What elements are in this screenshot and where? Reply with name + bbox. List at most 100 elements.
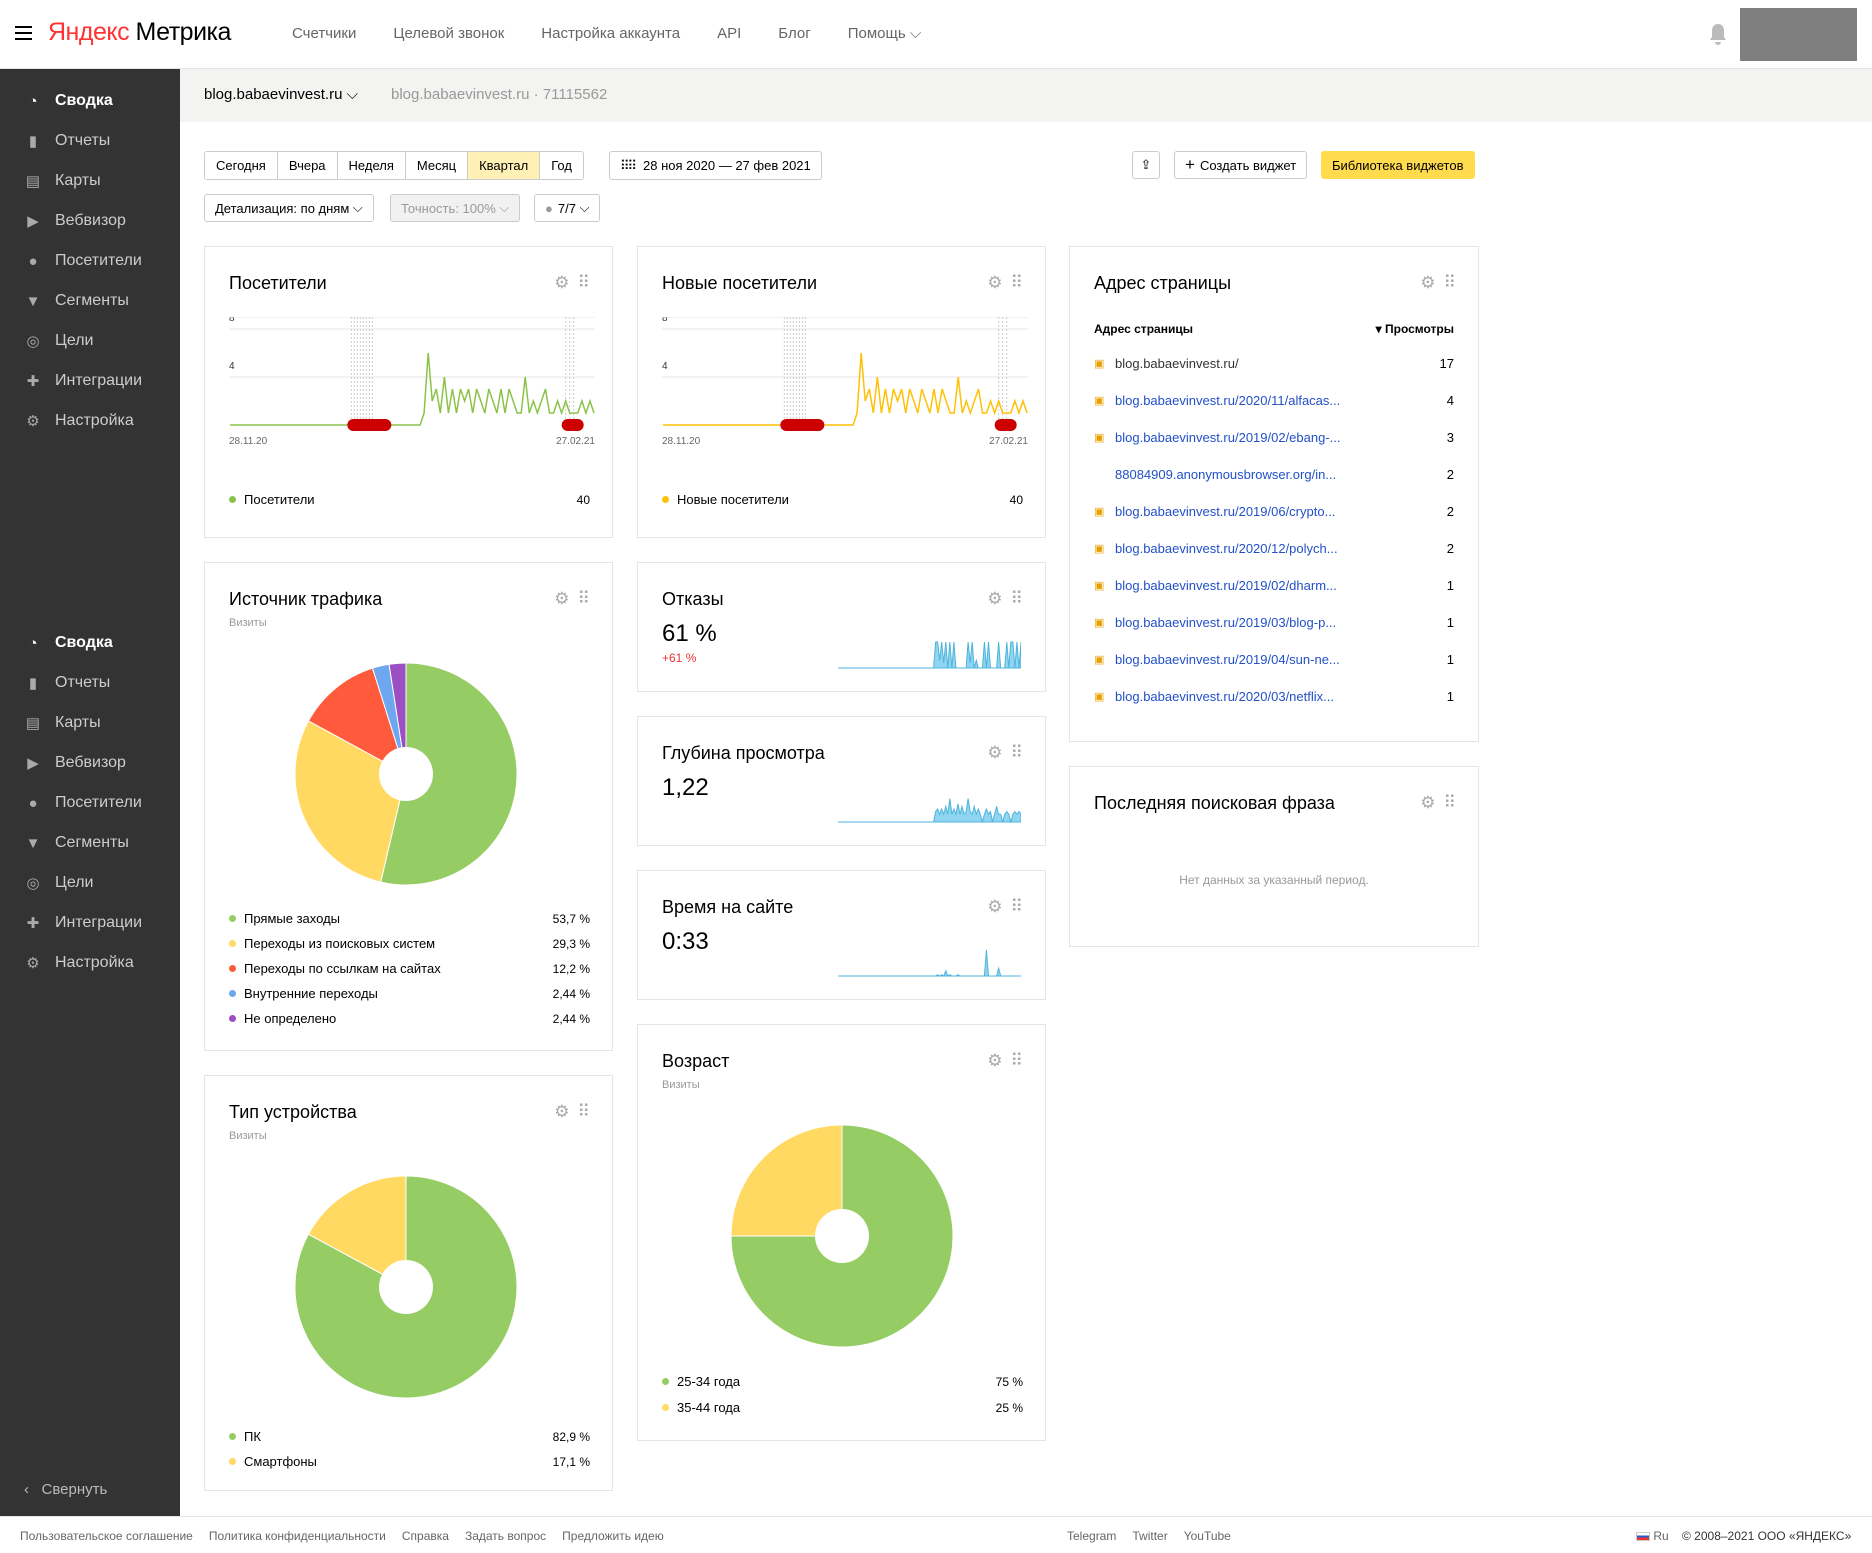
legend-item[interactable]: Смартфоны <box>229 1454 317 1469</box>
sidebar-item[interactable]: ▤ Карты <box>0 161 180 201</box>
gear-icon[interactable]: ⚙ <box>987 589 1003 608</box>
period-button[interactable]: Неделя <box>337 152 406 179</box>
segments-select[interactable]: ● 7/7 ⌵ <box>534 194 601 222</box>
topnav-account[interactable]: Настройка аккаунта <box>541 25 681 42</box>
sidebar-item[interactable]: ▶ Вебвизор <box>0 743 180 783</box>
column-header-views[interactable]: ▾ Просмотры <box>1375 322 1454 336</box>
create-widget-button[interactable]: + Создать виджет <box>1174 151 1308 179</box>
sidebar-item[interactable]: ◔ Сводка <box>0 81 180 121</box>
period-button[interactable]: Год <box>540 152 583 179</box>
sidebar-item[interactable]: ▶ Вебвизор <box>0 201 180 241</box>
sidebar-item[interactable]: ⚙ Настройка <box>0 401 180 441</box>
topnav-help[interactable]: Помощь ⌵ <box>847 25 922 42</box>
holiday-badge[interactable] <box>780 419 825 431</box>
pie-slice[interactable] <box>730 1124 843 1237</box>
holiday-badge[interactable] <box>561 419 584 431</box>
gear-icon[interactable]: ⚙ <box>554 1102 570 1121</box>
sidebar-item[interactable]: ◎ Цели <box>0 863 180 903</box>
drag-handle-icon[interactable]: ⠿ <box>577 1102 590 1121</box>
gear-icon[interactable]: ⚙ <box>987 897 1003 916</box>
sidebar-item[interactable]: ▼ Сегменты <box>0 281 180 321</box>
holiday-badge[interactable] <box>994 419 1017 431</box>
drag-handle-icon[interactable]: ⠿ <box>577 273 590 292</box>
period-button[interactable]: Квартал <box>468 152 541 179</box>
legend-item[interactable]: Прямые заходы <box>229 911 340 926</box>
page-link[interactable]: blog.babaevinvest.ru/2019/04/sun-ne... <box>1115 652 1340 667</box>
footer-link[interactable]: Пользовательское соглашение <box>20 1529 193 1543</box>
pie-slice[interactable] <box>388 662 407 775</box>
user-avatar[interactable] <box>1740 8 1857 61</box>
page-link[interactable]: blog.babaevinvest.ru/2019/02/dharm... <box>1115 578 1337 593</box>
legend-item[interactable]: 25-34 года <box>662 1374 740 1389</box>
gear-icon[interactable]: ⚙ <box>554 273 570 292</box>
holiday-badge[interactable] <box>347 419 392 431</box>
social-link[interactable]: YouTube <box>1183 1529 1231 1543</box>
sidebar-item[interactable]: ✚ Интеграции <box>0 361 180 401</box>
period-button[interactable]: Вчера <box>277 152 338 179</box>
drag-handle-icon[interactable]: ⠿ <box>1443 793 1456 812</box>
legend-item[interactable]: Переходы из поисковых систем <box>229 936 435 951</box>
gear-icon[interactable]: ⚙ <box>987 273 1003 292</box>
pie-slice[interactable] <box>294 720 407 883</box>
sidebar-item[interactable]: ▮ Отчеты <box>0 663 180 703</box>
export-button[interactable]: ⇪ <box>1132 151 1160 179</box>
topnav-blog[interactable]: Блог <box>778 25 811 42</box>
sidebar-item[interactable]: ✚ Интеграции <box>0 903 180 943</box>
legend-item[interactable]: Внутренние переходы <box>229 986 378 1001</box>
sidebar-item[interactable]: ▼ Сегменты <box>0 823 180 863</box>
gear-icon[interactable]: ⚙ <box>554 589 570 608</box>
page-link[interactable]: blog.babaevinvest.ru/2020/11/alfacas... <box>1115 393 1341 408</box>
legend-item[interactable]: Посетители <box>229 492 315 507</box>
topnav-call[interactable]: Целевой звонок <box>393 25 505 42</box>
page-link[interactable]: blog.babaevinvest.ru/2020/03/netflix... <box>1115 689 1334 704</box>
sidebar-item[interactable]: ⚙ Настройка <box>0 943 180 983</box>
accuracy-select[interactable]: Точность: 100% ⌵ <box>390 194 521 222</box>
sidebar-item[interactable]: ● Посетители <box>0 783 180 823</box>
menu-icon[interactable] <box>15 26 32 40</box>
sidebar-item[interactable]: ● Посетители <box>0 241 180 281</box>
drag-handle-icon[interactable]: ⠿ <box>1010 743 1023 762</box>
period-button[interactable]: Сегодня <box>205 152 278 179</box>
topnav-counters[interactable]: Счетчики <box>292 25 357 42</box>
gear-icon[interactable]: ⚙ <box>1420 793 1436 812</box>
footer-link[interactable]: Предложить идею <box>562 1529 664 1543</box>
page-link[interactable]: blog.babaevinvest.ru/2020/12/polych... <box>1115 541 1338 556</box>
detail-select[interactable]: Детализация: по дням ⌵ <box>204 194 374 222</box>
date-range-button[interactable]: ⠿⠿ 28 ноя 2020 — 27 фев 2021 <box>609 151 822 180</box>
legend-item[interactable]: ПК <box>229 1429 261 1444</box>
sidebar-item[interactable]: ▤ Карты <box>0 703 180 743</box>
page-link[interactable]: blog.babaevinvest.ru/2019/03/blog-p... <box>1115 615 1337 630</box>
column-header-address[interactable]: Адрес страницы <box>1094 322 1193 336</box>
legend-item[interactable]: 35-44 года <box>662 1400 740 1415</box>
page-link[interactable]: blog.babaevinvest.ru/2019/06/crypto... <box>1115 504 1336 519</box>
social-link[interactable]: Telegram <box>1067 1529 1117 1543</box>
drag-handle-icon[interactable]: ⠿ <box>1010 897 1023 916</box>
legend-item[interactable]: Не определено <box>229 1011 336 1026</box>
sidebar-item[interactable]: ▮ Отчеты <box>0 121 180 161</box>
legend-item[interactable]: Новые посетители <box>662 492 789 507</box>
widget-library-button[interactable]: Библиотека виджетов <box>1321 151 1475 179</box>
footer-link[interactable]: Справка <box>401 1529 449 1543</box>
language-select[interactable]: Ru <box>1636 1529 1669 1543</box>
drag-handle-icon[interactable]: ⠿ <box>1010 1051 1023 1070</box>
gear-icon[interactable]: ⚙ <box>987 743 1003 762</box>
sidebar-item[interactable]: ◎ Цели <box>0 321 180 361</box>
counter-select[interactable]: blog.babaevinvest.ru ⌵ <box>204 86 358 103</box>
topnav-api[interactable]: API <box>717 25 742 42</box>
page-link[interactable]: blog.babaevinvest.ru/ <box>1115 356 1239 371</box>
pie-slice[interactable] <box>380 662 518 886</box>
sidebar-item[interactable]: ◔ Сводка <box>0 623 180 663</box>
social-link[interactable]: Twitter <box>1132 1529 1168 1543</box>
pie-slice[interactable] <box>307 1175 407 1288</box>
drag-handle-icon[interactable]: ⠿ <box>1010 589 1023 608</box>
page-link[interactable]: blog.babaevinvest.ru/2019/02/ebang-... <box>1115 430 1341 445</box>
gear-icon[interactable]: ⚙ <box>1420 273 1436 292</box>
footer-link[interactable]: Задать вопрос <box>464 1529 547 1543</box>
period-button[interactable]: Месяц <box>405 152 469 179</box>
drag-handle-icon[interactable]: ⠿ <box>577 589 590 608</box>
drag-handle-icon[interactable]: ⠿ <box>1443 273 1456 292</box>
page-link[interactable]: 88084909.anonymousbrowser.org/in... <box>1115 467 1337 482</box>
bell-icon[interactable] <box>1708 22 1728 46</box>
pie-slice[interactable] <box>307 667 407 776</box>
legend-item[interactable]: Переходы по ссылкам на сайтах <box>229 961 441 976</box>
